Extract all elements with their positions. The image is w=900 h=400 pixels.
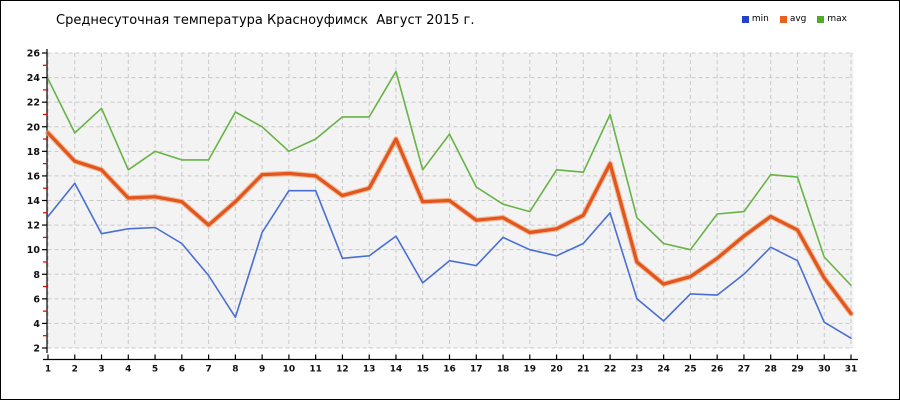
legend-swatch-min [741, 15, 749, 23]
series-min-line [47, 182, 852, 340]
x-tick-label: 24 [657, 365, 670, 375]
y-tick-label: 22 [27, 98, 40, 109]
x-tick-label: 14 [390, 365, 403, 375]
x-tick-label: 13 [363, 365, 376, 375]
x-tick-label: 15 [416, 365, 429, 375]
chart-title: Среднесуточная температура Красноуфимск … [56, 13, 475, 28]
x-tick-label: 18 [497, 365, 510, 375]
y-tick-label: 6 [33, 294, 40, 305]
y-tick-label: 4 [33, 319, 40, 330]
x-tick-label: 10 [283, 365, 296, 375]
x-tick-label: 25 [684, 365, 697, 375]
y-tick-label: 12 [27, 221, 40, 232]
y-tick-label: 26 [27, 49, 41, 60]
x-tick-label: 1 [45, 365, 51, 375]
x-tick-label: 16 [443, 365, 456, 375]
series-max-line [47, 70, 852, 287]
legend-item-max: max [817, 14, 847, 24]
x-tick-label: 11 [309, 365, 322, 375]
series-avg-line [46, 131, 853, 316]
x-tick-label: 7 [205, 365, 211, 375]
y-tick-label: 2 [33, 344, 40, 355]
x-tick-label: 28 [764, 365, 777, 375]
x-tick-label: 9 [259, 365, 265, 375]
y-tick-label: 10 [27, 245, 41, 256]
x-tick-label: 17 [470, 365, 483, 375]
x-tick-label: 30 [818, 365, 831, 375]
y-tick-label: 8 [33, 270, 40, 281]
x-tick-label: 19 [524, 365, 537, 375]
x-tick-label: 4 [125, 365, 131, 375]
y-tick-label: 20 [27, 122, 41, 133]
x-tick-label: 8 [232, 365, 238, 375]
x-tick-label: 26 [711, 365, 724, 375]
y-tick-label: 18 [27, 147, 41, 158]
legend-label: max [827, 14, 847, 24]
x-tick-label: 5 [152, 365, 158, 375]
legend: min avg max [741, 14, 847, 24]
x-tick-label: 31 [845, 365, 858, 375]
y-tick-label: 24 [27, 73, 41, 84]
y-tick-label: 14 [27, 196, 41, 207]
x-tick-label: 20 [550, 365, 563, 375]
x-tick-label: 23 [631, 365, 644, 375]
x-tick-label: 2 [72, 365, 78, 375]
x-tick-label: 6 [179, 365, 185, 375]
x-tick-label: 22 [604, 365, 617, 375]
legend-swatch-avg [779, 15, 787, 23]
y-tick-label: 16 [27, 171, 41, 182]
legend-label: avg [789, 14, 807, 24]
legend-swatch-max [817, 15, 825, 23]
x-tick-label: 12 [336, 365, 349, 375]
legend-item-avg: avg [779, 14, 807, 24]
x-tick-label: 21 [577, 365, 590, 375]
x-tick-label: 3 [98, 365, 104, 375]
legend-item-min: min [741, 14, 769, 24]
x-tick-label: 27 [738, 365, 751, 375]
legend-label: min [751, 14, 769, 24]
x-tick-label: 29 [791, 365, 804, 375]
